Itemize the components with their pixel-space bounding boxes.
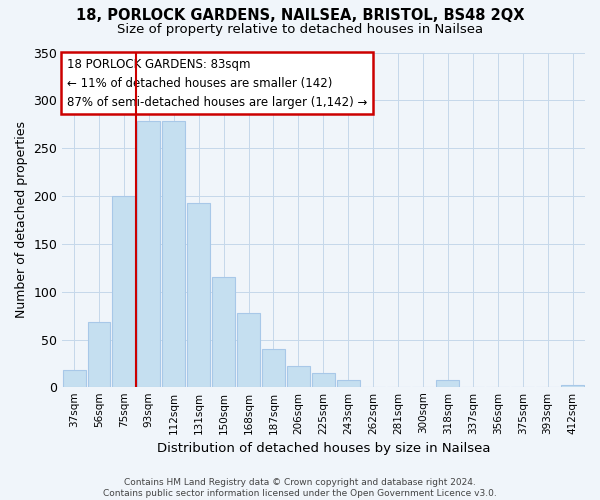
- Bar: [137, 122, 160, 388]
- Text: 18, PORLOCK GARDENS, NAILSEA, BRISTOL, BS48 2QX: 18, PORLOCK GARDENS, NAILSEA, BRISTOL, B…: [76, 8, 524, 22]
- Y-axis label: Number of detached properties: Number of detached properties: [15, 122, 28, 318]
- Bar: [88, 322, 110, 388]
- Bar: [287, 366, 310, 388]
- Bar: [212, 278, 235, 388]
- Bar: [62, 370, 86, 388]
- Bar: [312, 373, 335, 388]
- Bar: [162, 122, 185, 388]
- Text: 18 PORLOCK GARDENS: 83sqm
← 11% of detached houses are smaller (142)
87% of semi: 18 PORLOCK GARDENS: 83sqm ← 11% of detac…: [67, 58, 367, 108]
- Bar: [237, 312, 260, 388]
- Bar: [112, 196, 136, 388]
- Bar: [337, 380, 359, 388]
- Bar: [187, 202, 210, 388]
- Bar: [561, 386, 584, 388]
- Text: Contains HM Land Registry data © Crown copyright and database right 2024.
Contai: Contains HM Land Registry data © Crown c…: [103, 478, 497, 498]
- X-axis label: Distribution of detached houses by size in Nailsea: Distribution of detached houses by size …: [157, 442, 490, 455]
- Bar: [262, 349, 285, 388]
- Bar: [436, 380, 460, 388]
- Text: Size of property relative to detached houses in Nailsea: Size of property relative to detached ho…: [117, 22, 483, 36]
